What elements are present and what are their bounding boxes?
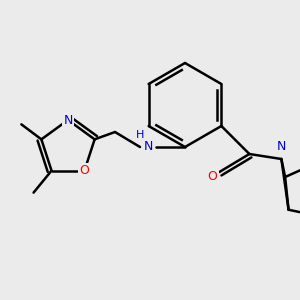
Text: N: N bbox=[143, 140, 153, 154]
Text: N: N bbox=[63, 113, 73, 127]
Text: O: O bbox=[207, 169, 217, 182]
Text: N: N bbox=[277, 140, 286, 154]
Text: H: H bbox=[136, 130, 144, 140]
Text: O: O bbox=[80, 164, 89, 177]
